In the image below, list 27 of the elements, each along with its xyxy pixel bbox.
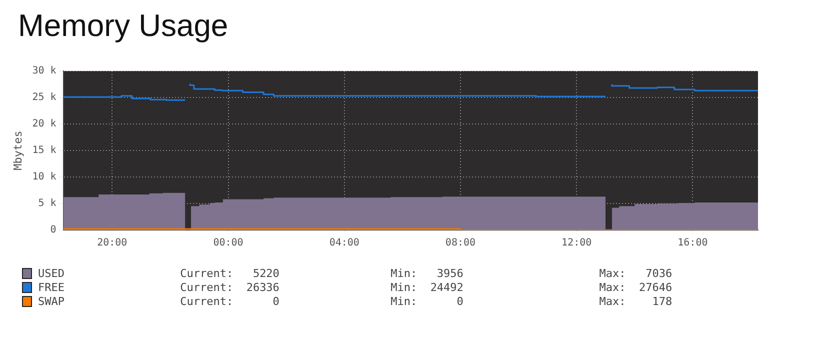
- legend-label: SWAP: [38, 294, 66, 308]
- x-tick-label: 00:00: [213, 238, 244, 249]
- legend-label: USED: [38, 266, 66, 280]
- text: Min: 0: [390, 294, 464, 308]
- text: Max: 7036: [599, 266, 674, 280]
- y-tick-label: 15 k: [32, 145, 56, 156]
- y-tick-label: 20 k: [32, 118, 56, 130]
- chart-title: Memory Usage: [18, 8, 230, 44]
- x-tick-label: 08:00: [445, 238, 476, 249]
- text: Current: 0: [180, 294, 280, 308]
- x-tick-label: 16:00: [678, 238, 708, 249]
- y-tick-label: 30 k: [32, 66, 56, 77]
- text: Max: 27646: [599, 280, 674, 294]
- legend-label: FREE: [38, 280, 66, 294]
- text: Max: 178: [599, 294, 674, 308]
- text: Min: 24492: [390, 280, 464, 294]
- x-tick-label: 12:00: [562, 238, 592, 249]
- y-tick-label: 10 k: [32, 172, 56, 183]
- x-tick-label: 20:00: [97, 238, 128, 249]
- y-tick-label: 0: [50, 224, 56, 236]
- y-tick-label: 25 k: [32, 92, 56, 104]
- text: Min: 3956: [390, 266, 464, 280]
- y-axis-title: Mbytes: [11, 130, 24, 170]
- text: Current: 5220: [180, 266, 280, 280]
- x-tick-label: 04:00: [329, 238, 360, 249]
- y-tick-label: 5 k: [38, 198, 56, 210]
- text: Current: 26336: [180, 280, 280, 294]
